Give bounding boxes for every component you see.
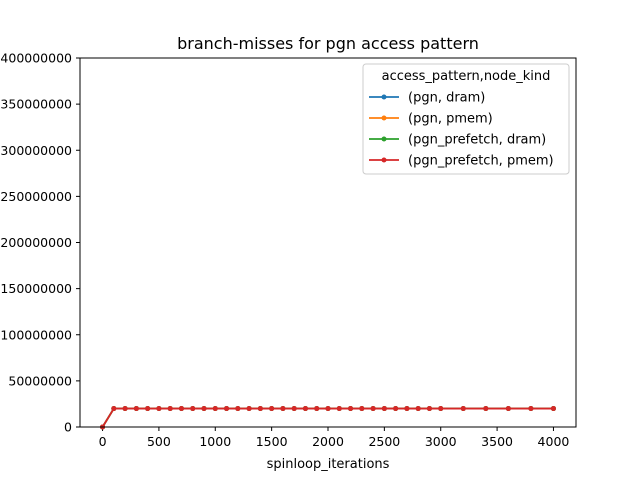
y-tick-label: 150000000 <box>0 281 72 296</box>
y-tick-label: 200000000 <box>0 235 72 250</box>
x-tick-label: 3500 <box>481 434 513 449</box>
legend-entry: (pgn_prefetch, dram) <box>369 133 546 148</box>
data-point <box>122 406 128 412</box>
data-point <box>483 406 489 412</box>
legend-label: (pgn, dram) <box>408 91 485 106</box>
y-tick-label: 300000000 <box>0 143 72 158</box>
y-tick-label: 350000000 <box>0 97 72 112</box>
series-3 <box>100 406 556 430</box>
legend-swatch-marker <box>381 157 387 163</box>
data-point <box>291 406 297 412</box>
data-point <box>235 406 241 412</box>
data-point <box>314 406 320 412</box>
legend-label: (pgn, pmem) <box>408 112 493 127</box>
data-point <box>111 406 117 412</box>
data-point <box>426 406 432 412</box>
data-point <box>393 406 399 412</box>
data-point <box>145 406 151 412</box>
data-point <box>404 406 410 412</box>
data-point <box>246 406 252 412</box>
y-tick-label: 400000000 <box>0 51 72 66</box>
legend: access_pattern,node_kind (pgn, dram)(pgn… <box>362 63 570 175</box>
data-point <box>133 406 139 412</box>
legend-entry: (pgn, pmem) <box>369 112 493 127</box>
x-axis-title: spinloop_iterations <box>267 457 390 472</box>
x-tick-label: 4000 <box>538 434 570 449</box>
chart-title: branch-misses for pgn access pattern <box>177 34 479 53</box>
data-point <box>336 406 342 412</box>
data-point <box>280 406 286 412</box>
x-tick-label: 500 <box>147 434 171 449</box>
plot-area-frame <box>79 57 577 428</box>
data-point <box>178 406 184 412</box>
legend-entry: (pgn, dram) <box>369 91 485 106</box>
data-point <box>156 406 162 412</box>
y-tick-label: 0 <box>64 420 72 435</box>
data-point <box>438 406 444 412</box>
data-point <box>415 406 421 412</box>
data-point <box>381 406 387 412</box>
data-point <box>269 406 275 412</box>
data-point <box>325 406 331 412</box>
data-point <box>359 406 365 412</box>
data-point <box>550 406 556 412</box>
legend-entries: (pgn, dram) (pgn, pmem) (pgn_prefetch, dra… <box>369 91 554 169</box>
data-point <box>460 406 466 412</box>
x-tick-label: 0 <box>99 434 107 449</box>
series-layer <box>100 406 556 430</box>
x-tick-label: 1500 <box>256 434 288 449</box>
x-tick-label: 3000 <box>425 434 457 449</box>
data-point <box>348 406 354 412</box>
x-tick-label: 2500 <box>368 434 400 449</box>
data-point <box>528 406 534 412</box>
legend-title: access_pattern,node_kind <box>382 69 551 84</box>
data-point <box>224 406 230 412</box>
data-point <box>201 406 207 412</box>
legend-label: (pgn_prefetch, dram) <box>408 133 546 148</box>
data-point <box>257 406 263 412</box>
data-point <box>505 406 511 412</box>
legend-box <box>362 63 570 175</box>
y-axis-ticks: 0 50000000 100000000 150000000 200000000 2500… <box>0 51 80 435</box>
data-point <box>167 406 173 412</box>
legend-swatch-marker <box>381 94 387 100</box>
x-tick-label: 1000 <box>199 434 231 449</box>
y-tick-label: 50000000 <box>8 373 72 388</box>
legend-entry: (pgn_prefetch, pmem) <box>369 154 554 169</box>
x-axis-ticks: 0 500 1000 1500 2000 2500 3000 3500 4000 <box>99 427 570 449</box>
legend-swatch-marker <box>381 115 387 121</box>
legend-swatch-marker <box>381 136 387 142</box>
y-tick-label: 100000000 <box>0 327 72 342</box>
data-point <box>212 406 218 412</box>
y-tick-label: 250000000 <box>0 189 72 204</box>
data-point <box>370 406 376 412</box>
x-tick-label: 2000 <box>312 434 344 449</box>
legend-label: (pgn_prefetch, pmem) <box>408 154 554 169</box>
data-point <box>190 406 196 412</box>
data-point <box>302 406 308 412</box>
